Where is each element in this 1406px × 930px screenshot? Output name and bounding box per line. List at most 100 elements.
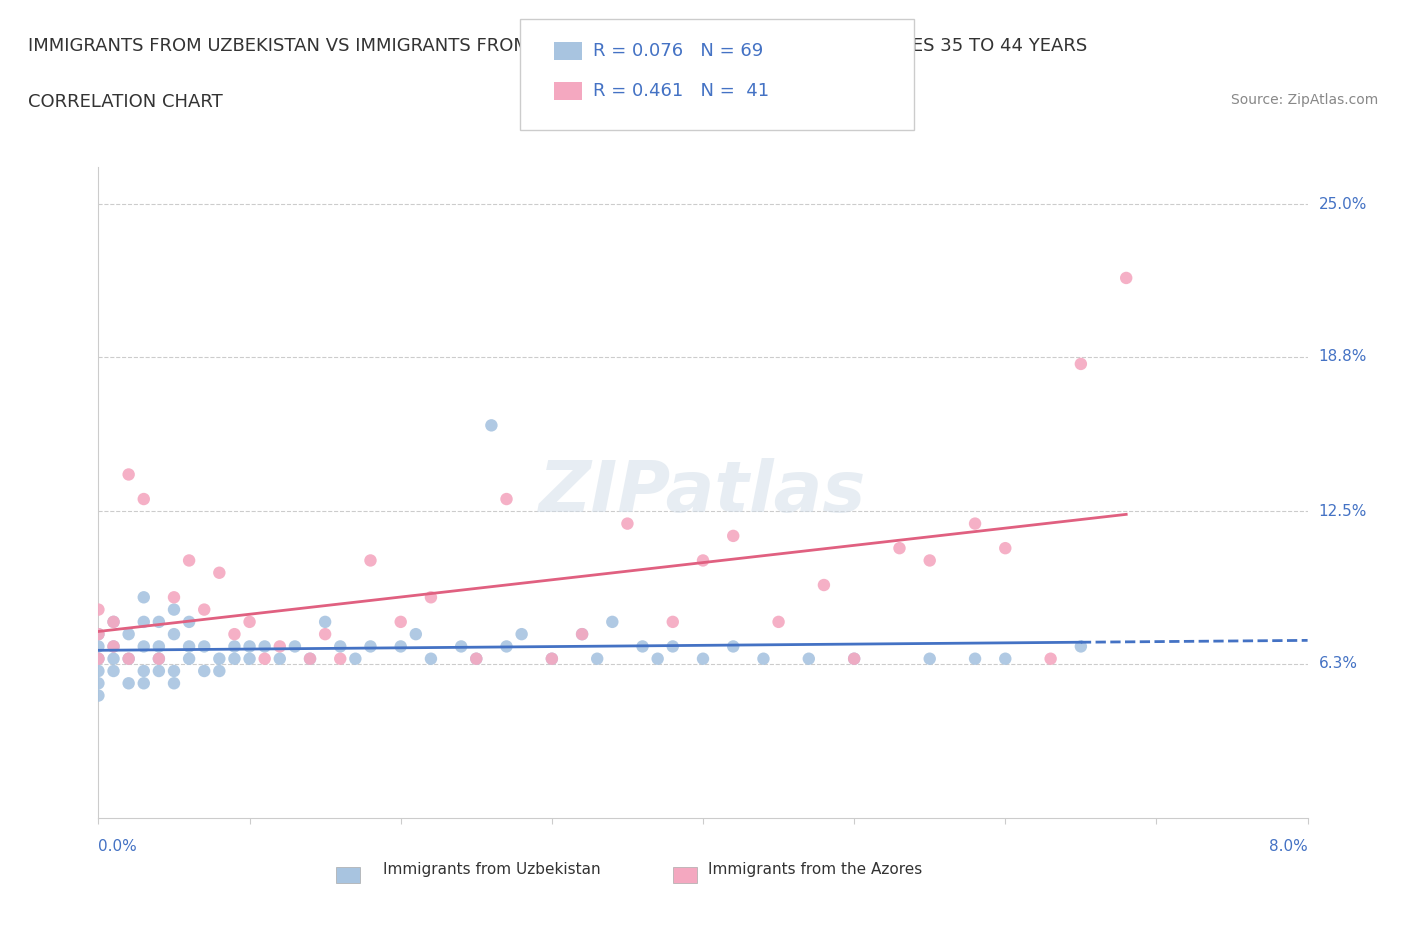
- Point: [661, 639, 683, 654]
- Point: [510, 627, 533, 642]
- Point: [163, 676, 186, 691]
- Point: [148, 639, 170, 654]
- Point: [918, 651, 941, 666]
- Text: R = 0.076   N = 69: R = 0.076 N = 69: [593, 42, 763, 60]
- Point: [965, 516, 987, 531]
- Point: [87, 676, 110, 691]
- Point: [329, 651, 352, 666]
- Point: [148, 615, 170, 630]
- Text: Source: ZipAtlas.com: Source: ZipAtlas.com: [1230, 93, 1378, 107]
- Point: [132, 615, 155, 630]
- Point: [752, 651, 775, 666]
- Point: [103, 639, 125, 654]
- Point: [602, 615, 624, 630]
- Point: [723, 528, 745, 543]
- Point: [163, 602, 186, 617]
- Point: [284, 639, 307, 654]
- Point: [253, 651, 276, 666]
- Point: [87, 602, 110, 617]
- Text: 18.8%: 18.8%: [1319, 349, 1367, 364]
- Point: [269, 639, 291, 654]
- Point: [239, 639, 262, 654]
- Point: [918, 553, 941, 568]
- Point: [692, 651, 714, 666]
- Point: [299, 651, 322, 666]
- Point: [87, 664, 110, 679]
- Point: [118, 651, 141, 666]
- Point: [994, 651, 1017, 666]
- Point: [1115, 271, 1137, 286]
- Point: [148, 664, 170, 679]
- Point: [132, 639, 155, 654]
- Point: [118, 651, 141, 666]
- Point: [965, 651, 987, 666]
- Point: [768, 615, 790, 630]
- Point: [465, 651, 488, 666]
- Point: [389, 639, 412, 654]
- Point: [239, 615, 262, 630]
- Point: [239, 651, 262, 666]
- Text: 8.0%: 8.0%: [1268, 839, 1308, 854]
- Point: [179, 553, 201, 568]
- Point: [571, 627, 593, 642]
- Point: [118, 467, 141, 482]
- Point: [269, 651, 291, 666]
- Point: [208, 565, 231, 580]
- Point: [208, 664, 231, 679]
- Point: [994, 540, 1017, 555]
- Point: [103, 615, 125, 630]
- Point: [844, 651, 866, 666]
- Point: [103, 615, 125, 630]
- Text: ZIPatlas: ZIPatlas: [540, 458, 866, 527]
- Point: [359, 639, 381, 654]
- Point: [224, 639, 246, 654]
- Point: [132, 676, 155, 691]
- Point: [179, 615, 201, 630]
- Text: 6.3%: 6.3%: [1319, 657, 1358, 671]
- Point: [118, 676, 141, 691]
- Point: [465, 651, 488, 666]
- Point: [405, 627, 427, 642]
- Point: [314, 615, 336, 630]
- Point: [495, 639, 517, 654]
- Point: [329, 639, 352, 654]
- Point: [103, 651, 125, 666]
- Point: [692, 553, 714, 568]
- Point: [148, 651, 170, 666]
- Point: [359, 553, 381, 568]
- Point: [1070, 639, 1092, 654]
- Point: [193, 639, 215, 654]
- Point: [163, 664, 186, 679]
- Point: [103, 639, 125, 654]
- Point: [540, 651, 562, 666]
- Point: [661, 615, 683, 630]
- Text: CORRELATION CHART: CORRELATION CHART: [28, 93, 224, 111]
- Point: [540, 651, 562, 666]
- Point: [586, 651, 609, 666]
- Point: [495, 492, 517, 507]
- Point: [571, 627, 593, 642]
- Point: [132, 492, 155, 507]
- Point: [723, 639, 745, 654]
- Point: [179, 651, 201, 666]
- Point: [87, 651, 110, 666]
- Point: [208, 651, 231, 666]
- Text: 25.0%: 25.0%: [1319, 197, 1367, 212]
- Point: [163, 590, 186, 604]
- Point: [163, 627, 186, 642]
- Point: [253, 639, 276, 654]
- Text: R = 0.461   N =  41: R = 0.461 N = 41: [593, 82, 769, 100]
- Text: IMMIGRANTS FROM UZBEKISTAN VS IMMIGRANTS FROM THE AZORES UNEMPLOYMENT AMONG AGES: IMMIGRANTS FROM UZBEKISTAN VS IMMIGRANTS…: [28, 37, 1087, 55]
- Point: [813, 578, 835, 592]
- Point: [148, 651, 170, 666]
- Point: [844, 651, 866, 666]
- Point: [344, 651, 367, 666]
- Point: [616, 516, 638, 531]
- Text: 12.5%: 12.5%: [1319, 504, 1367, 519]
- Point: [224, 627, 246, 642]
- Point: [132, 664, 155, 679]
- Text: 0.0%: 0.0%: [98, 839, 138, 854]
- Point: [450, 639, 472, 654]
- Point: [1070, 356, 1092, 371]
- Point: [299, 651, 322, 666]
